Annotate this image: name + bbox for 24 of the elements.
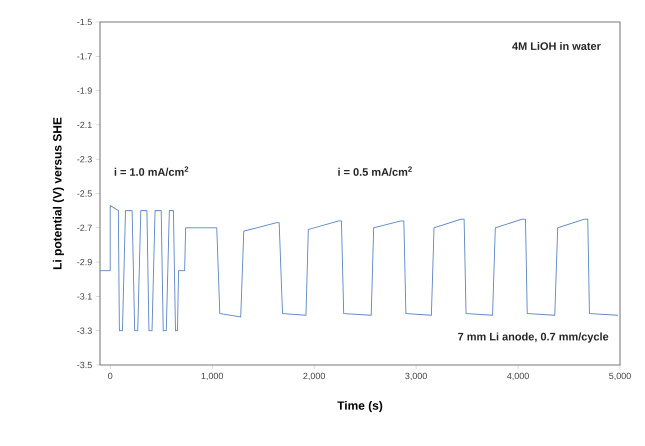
x-tick-label: 4,000 — [507, 372, 529, 380]
y-tick-label: -3.3 — [77, 328, 92, 334]
annotation: 7 mm Li anode, 0.7 mm/cycle — [458, 332, 608, 343]
y-tick-label: -2.3 — [77, 156, 92, 162]
x-tick-label: 5,000 — [609, 372, 631, 380]
y-tick-label: -1.9 — [77, 87, 92, 94]
x-axis-title: Time (s) — [337, 401, 382, 412]
x-tick-label: 1,000 — [202, 372, 224, 380]
y-tick-label: -2.5 — [77, 190, 92, 197]
line-series — [100, 205, 618, 332]
y-tick-label: -2.1 — [77, 122, 92, 128]
x-tick-label: 0 — [108, 372, 112, 380]
y-tick-label: -1.5 — [77, 18, 92, 26]
y-tick-label: -3.5 — [77, 362, 92, 368]
annotation: i = 0.5 mA/cm$^{2}$ — [338, 166, 412, 176]
y-tick-label: -3.1 — [77, 293, 92, 300]
y-tick-label: -2.9 — [77, 258, 92, 266]
annotation: i = 1.0 mA/cm$^{2}$ — [114, 166, 188, 176]
x-tick-label: 3,000 — [405, 372, 427, 380]
x-tick-label: 2,000 — [303, 372, 325, 380]
y-axis-title: Li potential (V) versus SHE — [52, 118, 64, 270]
y-tick-label: -1.7 — [77, 53, 92, 60]
y-tick-label: -2.7 — [77, 224, 92, 231]
annotation: 4M LiOH in water — [512, 42, 601, 50]
